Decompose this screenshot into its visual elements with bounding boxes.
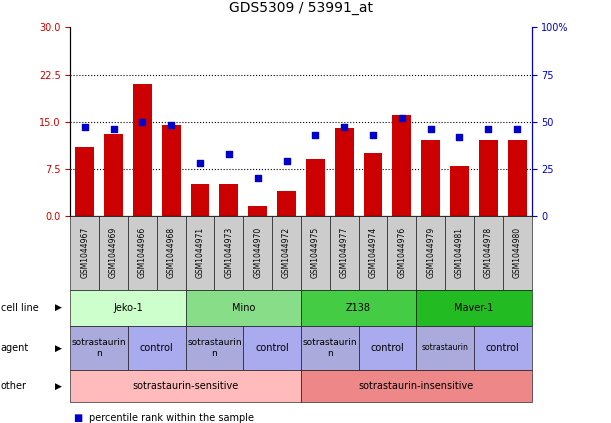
Point [80, 124, 90, 131]
Text: GSM1044979: GSM1044979 [426, 227, 435, 278]
Text: GDS5309 / 53991_at: GDS5309 / 53991_at [229, 1, 373, 15]
Text: percentile rank within the sample: percentile rank within the sample [89, 413, 254, 423]
Point [253, 175, 263, 181]
Bar [335, 128, 354, 216]
Text: sotrastaurin-sensitive: sotrastaurin-sensitive [133, 381, 239, 391]
Text: GSM1044981: GSM1044981 [455, 227, 464, 278]
Bar [104, 134, 123, 216]
Text: GSM1044972: GSM1044972 [282, 227, 291, 278]
Bar [364, 153, 382, 216]
Text: GSM1044969: GSM1044969 [109, 227, 118, 278]
Text: control: control [255, 343, 289, 353]
Text: sotrastaurin: sotrastaurin [422, 343, 469, 352]
Bar [479, 140, 498, 216]
Text: GSM1044973: GSM1044973 [224, 227, 233, 278]
Bar [191, 184, 210, 216]
Text: GSM1044971: GSM1044971 [196, 227, 205, 278]
Text: other: other [1, 381, 27, 391]
Text: control: control [140, 343, 174, 353]
Bar [219, 184, 238, 216]
Point [166, 122, 176, 129]
Text: cell line: cell line [1, 303, 38, 313]
Text: control: control [486, 343, 519, 353]
Bar [508, 140, 527, 216]
Bar [277, 191, 296, 216]
Text: agent: agent [1, 343, 29, 353]
Point [455, 133, 464, 140]
Text: Jeko-1: Jeko-1 [113, 303, 143, 313]
Text: sotrastaurin-insensitive: sotrastaurin-insensitive [359, 381, 474, 391]
Bar [306, 159, 324, 216]
Point [137, 118, 147, 125]
Point [224, 150, 234, 157]
Text: GSM1044975: GSM1044975 [311, 227, 320, 278]
Text: GSM1044968: GSM1044968 [167, 227, 176, 278]
Text: sotrastaurin
n: sotrastaurin n [302, 338, 357, 357]
Text: Mino: Mino [232, 303, 255, 313]
Point [426, 126, 436, 132]
Text: GSM1044970: GSM1044970 [253, 227, 262, 278]
Text: Maver-1: Maver-1 [455, 303, 494, 313]
Text: sotrastaurin
n: sotrastaurin n [187, 338, 242, 357]
Bar [422, 140, 440, 216]
Point [512, 126, 522, 132]
Text: GSM1044978: GSM1044978 [484, 227, 493, 278]
Text: ▶: ▶ [55, 343, 62, 352]
Text: ■: ■ [73, 413, 82, 423]
Bar [248, 206, 267, 216]
Point [282, 158, 291, 165]
Bar [450, 165, 469, 216]
Bar [75, 147, 94, 216]
Text: GSM1044967: GSM1044967 [80, 227, 89, 278]
Point [310, 132, 320, 138]
Text: sotrastaurin
n: sotrastaurin n [71, 338, 126, 357]
Point [109, 126, 119, 132]
Point [397, 115, 407, 121]
Bar [392, 115, 411, 216]
Text: GSM1044974: GSM1044974 [368, 227, 378, 278]
Text: Z138: Z138 [346, 303, 371, 313]
Text: GSM1044976: GSM1044976 [397, 227, 406, 278]
Bar [162, 125, 180, 216]
Text: control: control [370, 343, 404, 353]
Bar [133, 84, 152, 216]
Point [483, 126, 493, 132]
Text: ▶: ▶ [55, 382, 62, 390]
Point [368, 132, 378, 138]
Text: GSM1044977: GSM1044977 [340, 227, 349, 278]
Text: GSM1044980: GSM1044980 [513, 227, 522, 278]
Text: ▶: ▶ [55, 303, 62, 312]
Point [339, 124, 349, 131]
Point [195, 159, 205, 166]
Text: GSM1044966: GSM1044966 [138, 227, 147, 278]
